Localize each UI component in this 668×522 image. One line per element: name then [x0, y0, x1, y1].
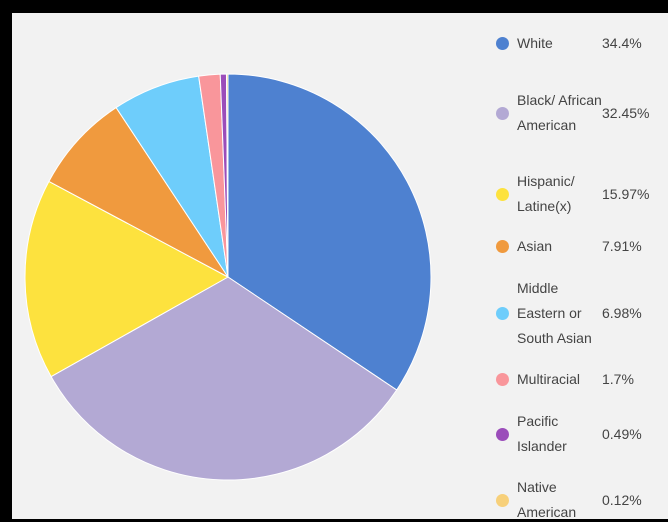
pie-slice-native-american[interactable]: [225, 73, 229, 278]
legend-item-middle-eastern-south-asian[interactable]: Middle Eastern or South Asian 6.98%: [496, 273, 668, 353]
legend-value: 0.12%: [602, 491, 642, 508]
legend-label: Multiracial: [517, 370, 581, 387]
legend-label: White: [517, 34, 553, 51]
legend-swatch: [496, 239, 509, 253]
legend-swatch: [496, 306, 509, 320]
legend-item-hispanic-latinex[interactable]: Hispanic/ Latine(x) 15.97%: [496, 159, 668, 229]
legend-item-asian[interactable]: Asian 7.91%: [496, 231, 668, 261]
legend-label: Black/ African American: [517, 92, 602, 133]
legend-value: 34.4%: [602, 34, 642, 51]
legend-item-pacific-islander[interactable]: Pacific Islander 0.49%: [496, 406, 668, 462]
legend-item-multiracial[interactable]: Multiracial 1.7%: [496, 364, 668, 394]
legend-label: Asian: [517, 237, 553, 254]
legend-value: 32.45%: [602, 104, 650, 121]
pie-chart: [24, 73, 432, 481]
legend-value: 15.97%: [602, 185, 650, 202]
chart-frame: White 34.4% Black/ African American 32.4…: [12, 13, 668, 519]
legend-value: 0.49%: [602, 425, 642, 442]
legend-swatch: [496, 106, 509, 120]
legend-swatch: [496, 187, 509, 201]
legend-value: 7.91%: [602, 237, 642, 254]
legend-swatch: [496, 372, 509, 386]
legend-item-native-american[interactable]: Native American 0.12%: [496, 472, 668, 519]
legend-label: Native American: [517, 479, 577, 519]
legend-swatch: [496, 493, 509, 507]
legend-swatch: [496, 36, 509, 50]
legend-item-black-african-american[interactable]: Black/ African American 32.45%: [496, 73, 668, 153]
legend-label: Hispanic/ Latine(x): [517, 173, 575, 214]
pie-slice-hispanic-latine-x[interactable]: [24, 180, 230, 378]
pie-slice-asian[interactable]: [48, 106, 229, 278]
legend-label: Middle Eastern or South Asian: [517, 279, 592, 346]
legend-value: 6.98%: [602, 304, 642, 321]
legend-item-white[interactable]: White 34.4%: [496, 23, 668, 63]
pie-slice-black-african-american[interactable]: [50, 276, 398, 481]
legend-label: Pacific Islander: [517, 413, 567, 454]
legend-value: 1.7%: [602, 370, 634, 387]
legend-swatch: [496, 427, 509, 441]
